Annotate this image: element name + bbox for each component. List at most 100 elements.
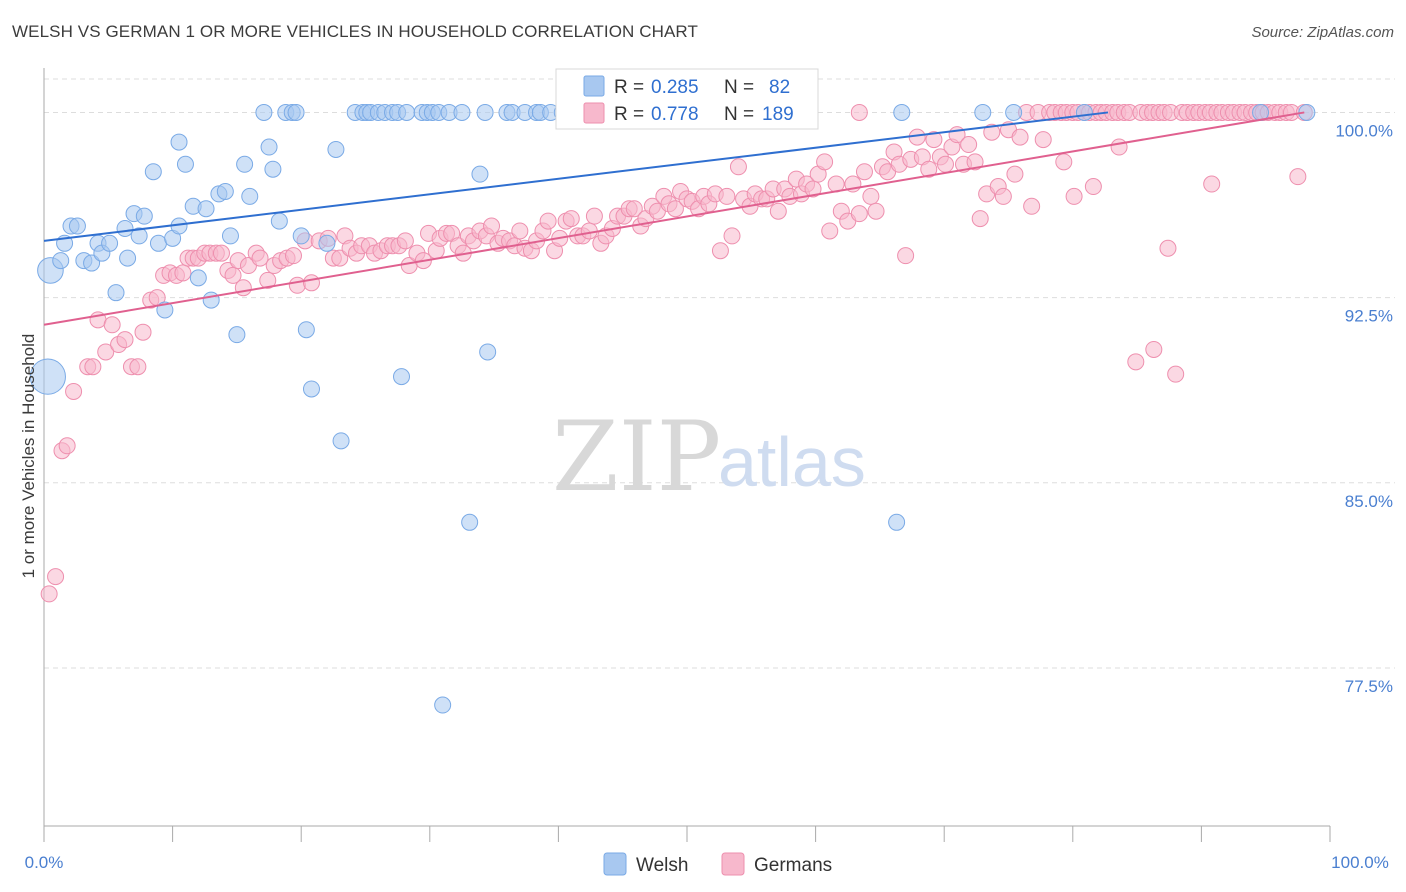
welsh-point bbox=[888, 513, 906, 531]
watermark-zip: ZIP bbox=[552, 401, 721, 513]
germans-point bbox=[1011, 128, 1029, 146]
germans-point bbox=[97, 343, 115, 361]
y-tick-label: 100.0% bbox=[1335, 121, 1393, 140]
welsh-point bbox=[101, 234, 119, 252]
welsh-point bbox=[236, 155, 254, 173]
welsh-point bbox=[130, 227, 148, 245]
germans-point bbox=[129, 358, 147, 376]
welsh-point bbox=[29, 358, 66, 395]
germans-point bbox=[1084, 178, 1102, 196]
germans-point bbox=[966, 153, 984, 171]
germans-point bbox=[251, 249, 269, 267]
germans-point bbox=[40, 585, 58, 603]
germans-point bbox=[302, 274, 320, 292]
welsh-point bbox=[189, 269, 207, 287]
legend-welsh-r-label: R = bbox=[614, 77, 644, 98]
germans-point bbox=[284, 247, 302, 265]
welsh-point bbox=[119, 249, 137, 267]
germans-point bbox=[562, 210, 580, 228]
welsh-point bbox=[318, 234, 336, 252]
germans-point bbox=[58, 437, 76, 455]
germans-point bbox=[925, 131, 943, 149]
germans-point bbox=[821, 222, 839, 240]
welsh-point bbox=[68, 217, 86, 235]
welsh-point bbox=[292, 227, 310, 245]
germans-point bbox=[331, 249, 349, 267]
germans-point bbox=[47, 568, 65, 586]
germans-point bbox=[625, 200, 643, 218]
welsh-point bbox=[1005, 103, 1023, 121]
source-label: Source: ZipAtlas.com bbox=[1251, 24, 1394, 41]
germans-point bbox=[718, 187, 736, 205]
welsh-point bbox=[302, 380, 320, 398]
y-tick-labels: 77.5% 85.0% 92.5% 100.0% bbox=[1335, 121, 1393, 696]
bottom-legend-germans-label: Germans bbox=[754, 855, 832, 876]
legend-welsh-r-value: 0.285 bbox=[651, 77, 699, 98]
welsh-point bbox=[202, 291, 220, 309]
germans-point bbox=[729, 158, 747, 176]
welsh-point bbox=[135, 207, 153, 225]
germans-point bbox=[259, 271, 277, 289]
welsh-point bbox=[393, 368, 411, 386]
germans-point bbox=[816, 153, 834, 171]
welsh-point bbox=[270, 212, 288, 230]
welsh-point bbox=[287, 103, 305, 121]
welsh-point bbox=[398, 103, 416, 121]
germans-point bbox=[920, 160, 938, 178]
germans-point bbox=[84, 358, 102, 376]
germans-point bbox=[224, 266, 242, 284]
welsh-point bbox=[434, 696, 452, 714]
welsh-point bbox=[893, 103, 911, 121]
legend-germans-r-value: 0.778 bbox=[651, 104, 699, 125]
germans-point bbox=[65, 382, 83, 400]
germans-point bbox=[971, 210, 989, 228]
welsh-point bbox=[144, 163, 162, 181]
welsh-point bbox=[83, 254, 101, 272]
germans-point bbox=[234, 279, 252, 297]
legend-welsh-swatch bbox=[583, 75, 605, 97]
germans-point bbox=[1065, 187, 1083, 205]
welsh-point bbox=[216, 182, 234, 200]
germans-point bbox=[585, 207, 603, 225]
germans-point bbox=[855, 163, 873, 181]
germans-point bbox=[723, 227, 741, 245]
germans-point bbox=[483, 217, 501, 235]
legend-germans-r-label: R = bbox=[614, 104, 644, 125]
welsh-point bbox=[116, 219, 134, 237]
welsh-trend-line bbox=[43, 111, 1109, 242]
legend-germans-n-label: N = bbox=[724, 104, 754, 125]
germans-point bbox=[103, 316, 121, 334]
germans-point bbox=[1127, 353, 1145, 371]
germans-point bbox=[1289, 168, 1307, 186]
welsh-point bbox=[221, 227, 239, 245]
x-tick-label-max: 100.0% bbox=[1331, 853, 1389, 872]
legend-germans-n-value: 189 bbox=[762, 104, 794, 125]
germans-point bbox=[804, 180, 822, 198]
bottom-legend-germans-swatch bbox=[721, 852, 745, 876]
welsh-point bbox=[241, 187, 259, 205]
welsh-point bbox=[176, 155, 194, 173]
germans-point bbox=[850, 103, 868, 121]
legend-box: R = 0.285 N = 82 R = 0.778 N = 189 bbox=[555, 68, 819, 130]
welsh-point bbox=[297, 321, 315, 339]
y-axis-label: 1 or more Vehicles in Household bbox=[19, 334, 38, 579]
welsh-point bbox=[264, 160, 282, 178]
welsh-point bbox=[476, 103, 494, 121]
legend-welsh-n-value: 82 bbox=[769, 77, 790, 98]
welsh-point bbox=[260, 138, 278, 156]
germans-point bbox=[288, 276, 306, 294]
germans-point bbox=[1110, 138, 1128, 156]
germans-point bbox=[1055, 153, 1073, 171]
chart-title: WELSH VS GERMAN 1 OR MORE VEHICLES IN HO… bbox=[12, 22, 698, 41]
y-tick-label: 85.0% bbox=[1345, 492, 1393, 511]
germans-point bbox=[850, 205, 868, 223]
germans-point bbox=[867, 202, 885, 220]
germans-point bbox=[960, 136, 978, 154]
germans-point bbox=[174, 264, 192, 282]
germans-point bbox=[134, 323, 152, 341]
germans-point bbox=[1006, 165, 1024, 183]
y-tick-label: 77.5% bbox=[1345, 677, 1393, 696]
germans-point bbox=[212, 244, 230, 262]
welsh-point bbox=[170, 133, 188, 151]
